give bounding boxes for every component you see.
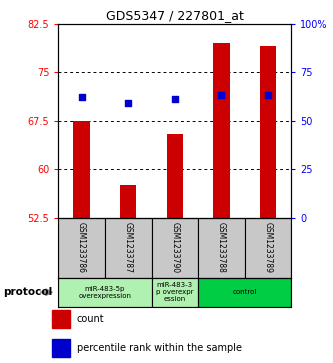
Bar (167, 134, 183, 218)
Text: count: count (77, 314, 104, 324)
Text: GSM1233790: GSM1233790 (170, 222, 179, 273)
Text: GSM1233788: GSM1233788 (217, 222, 226, 273)
Text: GSM1233789: GSM1233789 (263, 222, 273, 273)
Bar (152, 218, 198, 278)
Bar (152, 278, 198, 307)
Text: GSM1233787: GSM1233787 (124, 222, 133, 273)
Bar (52, 339, 70, 357)
Text: protocol: protocol (3, 287, 53, 297)
Bar (260, 46, 276, 218)
Point (79, 94, 84, 100)
Text: control: control (232, 289, 257, 295)
Bar (52, 310, 70, 328)
Point (172, 97, 177, 102)
Bar (198, 218, 245, 278)
Point (219, 93, 224, 98)
Bar (198, 278, 291, 307)
Bar (245, 218, 291, 278)
Title: GDS5347 / 227801_at: GDS5347 / 227801_at (106, 9, 244, 23)
Bar (105, 218, 152, 278)
Bar (58, 278, 152, 307)
Text: miR-483-3
p overexpr
ession: miR-483-3 p overexpr ession (156, 282, 193, 302)
Bar (73, 121, 90, 218)
Text: miR-483-5p
overexpression: miR-483-5p overexpression (78, 286, 132, 299)
Bar (58, 218, 105, 278)
Bar (120, 185, 137, 218)
Text: GSM1233786: GSM1233786 (77, 222, 86, 273)
Point (265, 93, 271, 98)
Bar (213, 43, 230, 218)
Point (126, 100, 131, 106)
Text: percentile rank within the sample: percentile rank within the sample (77, 343, 241, 353)
